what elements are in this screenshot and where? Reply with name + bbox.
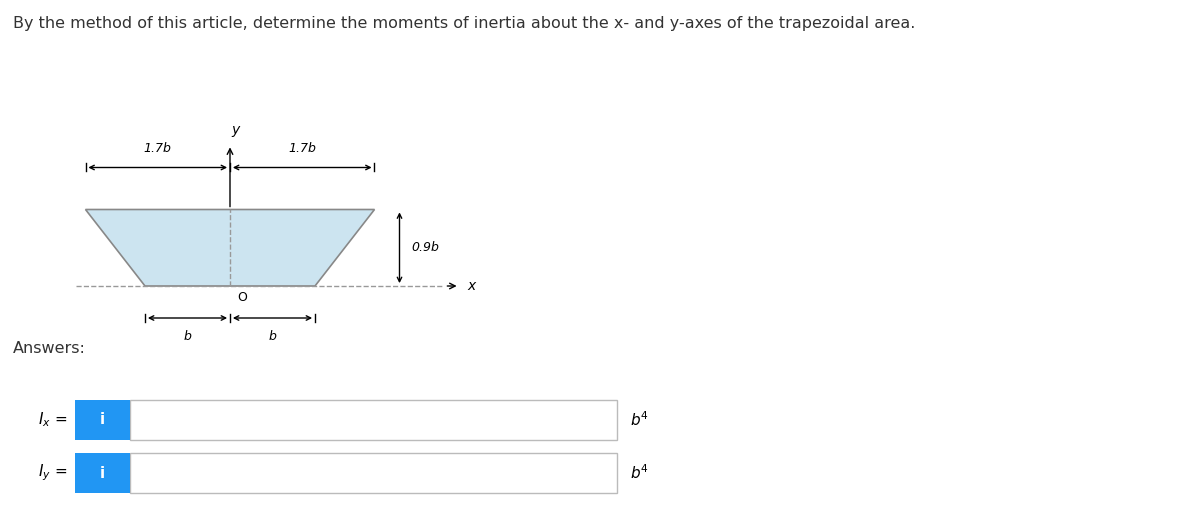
Text: 1.7b: 1.7b bbox=[288, 143, 316, 156]
Bar bbox=[130, 400, 617, 440]
Bar bbox=[130, 453, 617, 493]
Text: i: i bbox=[100, 412, 105, 428]
Text: Answers:: Answers: bbox=[13, 341, 86, 356]
Text: y: y bbox=[231, 124, 239, 137]
Text: $b^4$: $b^4$ bbox=[630, 463, 649, 482]
Text: x: x bbox=[467, 279, 476, 293]
Bar bbox=[75, 453, 130, 493]
Text: $I_y$ =: $I_y$ = bbox=[38, 463, 67, 483]
Text: $b^4$: $b^4$ bbox=[630, 411, 649, 429]
Text: By the method of this article, determine the moments of inertia about the x- and: By the method of this article, determine… bbox=[13, 16, 916, 31]
Text: 1.7b: 1.7b bbox=[144, 143, 171, 156]
Polygon shape bbox=[86, 209, 375, 286]
Text: b: b bbox=[269, 330, 276, 343]
Text: b: b bbox=[183, 330, 191, 343]
Text: $I_x$ =: $I_x$ = bbox=[38, 411, 67, 429]
Text: i: i bbox=[100, 466, 105, 480]
Text: 0.9b: 0.9b bbox=[411, 241, 440, 254]
Bar bbox=[75, 400, 130, 440]
Text: O: O bbox=[237, 291, 247, 304]
